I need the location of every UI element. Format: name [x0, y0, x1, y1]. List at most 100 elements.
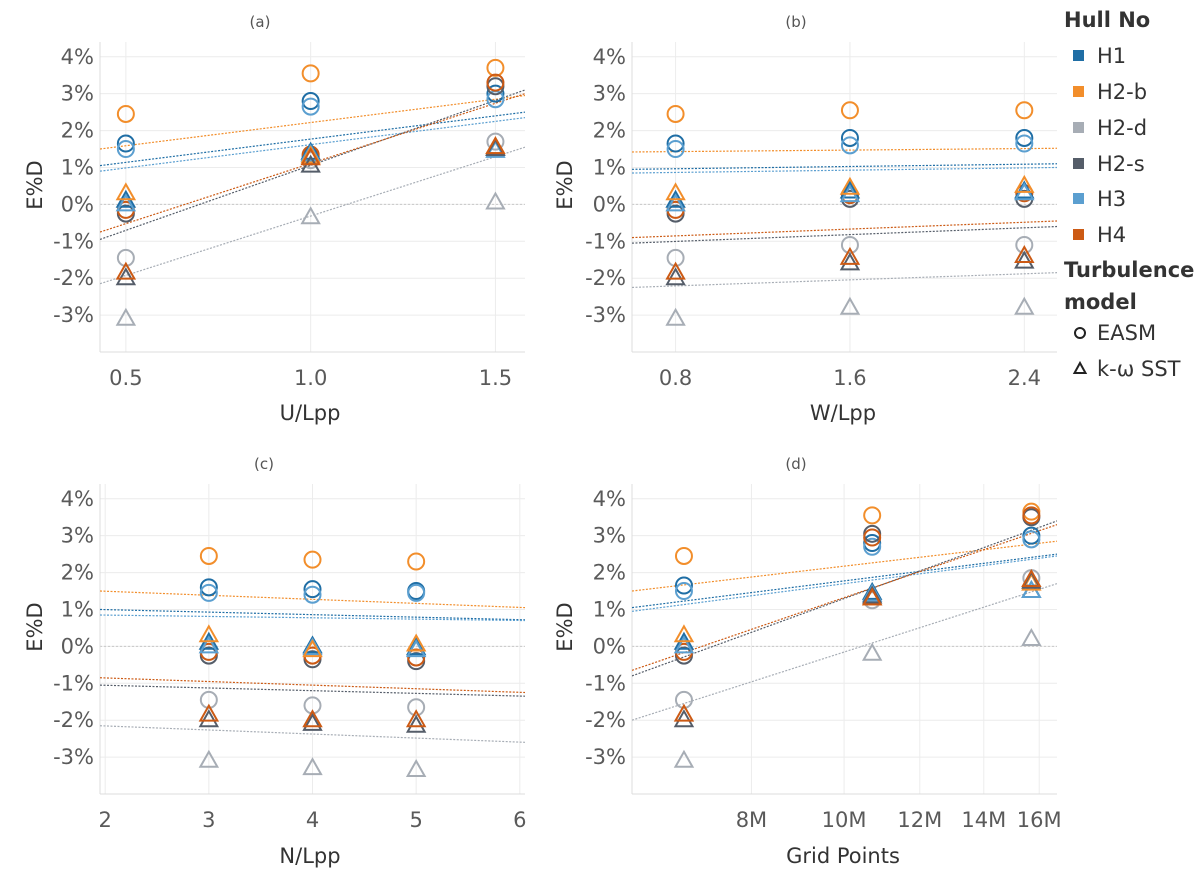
panel-a-trend-line-h3 — [100, 117, 525, 172]
panel-c-y-tick-label: -3% — [53, 745, 94, 769]
panel-c-point-h2-b-k-omega-sst — [198, 624, 220, 643]
panel-b-point-h2-d-k-omega-sst — [1014, 296, 1035, 315]
panel-b-point-h2-b-k-omega-sst — [839, 176, 861, 195]
panel-a-x-tick-label: 1.5 — [479, 366, 512, 390]
panel-d-point-h4-easm — [863, 528, 882, 547]
legend: Hull No H1 H2-b H2-d H2-s H3 H4 Turbulen… — [1064, 8, 1194, 381]
panel-d-point-h4-k-omega-sst — [1021, 568, 1042, 587]
legend-hull-title: Hull No — [1064, 8, 1150, 32]
panel-a-x-tick-label: 0.5 — [109, 366, 142, 390]
panel-c-point-h3-k-omega-sst — [198, 635, 220, 654]
panel-b-y-tick-label: -3% — [585, 303, 626, 327]
panel-a-trend-line-h4 — [100, 93, 525, 233]
panel-b-trend-lines — [632, 147, 1057, 289]
panel-a-trend-line-h2-d — [100, 146, 525, 285]
panel-d-point-h2-b-easm — [674, 546, 693, 565]
panel-a-point-h2-d-k-omega-sst — [115, 307, 137, 326]
panel-a-point-h4-k-omega-sst — [300, 147, 321, 166]
panel-a-point-h2-d-easm — [116, 248, 135, 267]
panel-c-point-h2-d-k-omega-sst — [302, 757, 323, 776]
legend-triangle-marker-icon — [1072, 360, 1088, 374]
panel-a-y-tick-label: -2% — [53, 266, 94, 290]
panel-b-x-axis-label: W/Lpp — [810, 401, 876, 425]
panel-d-trend-line-h3 — [632, 555, 1057, 612]
panel-d-y-axis-label: E%D — [553, 602, 577, 651]
panel-a-point-h1-easm — [301, 92, 320, 111]
panel-d: (d) -3% -2% -1% 0% 1% 2% 3% 4% 8M 10M 12M 14M 16M Gr… — [553, 455, 1062, 868]
panel-b-y-tick-label: -1% — [585, 229, 626, 253]
panel-b-point-h3-easm — [1015, 134, 1034, 153]
panel-c-trend-line-h2-b — [100, 590, 525, 609]
panel-a-y-tick-label: -1% — [53, 229, 94, 253]
panel-b-point-h2-b-easm — [666, 104, 685, 123]
legend-label-k-omega-sst: k-ω SST — [1097, 357, 1181, 381]
panel-b-y-tick-label: 4% — [593, 45, 626, 69]
panel-a-x-tick-label: 1.0 — [294, 366, 327, 390]
panel-a-point-h3-k-omega-sst — [115, 193, 137, 212]
panel-b-point-h2-b-easm — [1015, 101, 1034, 120]
panel-a-plot: -3% -2% -1% 0% 1% 2% 3% 4% 0.5 1.0 1.5 — [53, 42, 525, 390]
panel-c-y-tick-label: 0% — [61, 634, 94, 658]
legend-swatch-h2-b — [1073, 86, 1084, 97]
panel-c-point-h2-b-easm — [199, 546, 218, 565]
panel-b-point-h4-k-omega-sst — [839, 246, 861, 265]
panel-c-point-h3-easm — [407, 583, 426, 602]
panel-d-plot: -3% -2% -1% 0% 1% 2% 3% 4% 8M 10M 12M 14M 16M — [585, 484, 1062, 832]
panel-d-point-h4-k-omega-sst — [861, 587, 883, 606]
panel-c-point-h2-b-k-omega-sst — [405, 633, 427, 652]
panel-b-title: (b) — [785, 13, 806, 31]
panel-a-title: (a) — [250, 13, 271, 31]
panel-b-point-h4-k-omega-sst — [1014, 245, 1035, 264]
panel-a-y-tick-label: 4% — [61, 45, 94, 69]
panel-d-point-h2-b-easm — [863, 506, 882, 525]
legend-label-easm: EASM — [1097, 321, 1156, 345]
panel-b-point-h2-d-k-omega-sst — [839, 296, 861, 315]
panel-b-y-tick-label: 3% — [593, 82, 626, 106]
panel-c-point-h2-s-k-omega-sst — [405, 714, 427, 733]
panel-d-point-h1-easm — [674, 576, 693, 595]
legend-label-h3: H3 — [1097, 187, 1126, 211]
panel-c-point-h4-k-omega-sst — [198, 703, 220, 722]
panel-c-point-h3-easm — [199, 583, 218, 602]
panel-b-point-h2-b-k-omega-sst — [665, 182, 686, 201]
panel-c-title: (c) — [254, 455, 274, 473]
panel-b-y-tick-label: 2% — [593, 119, 626, 143]
panel-c-point-h4-easm — [407, 648, 426, 667]
panel-c-x-axis-label: N/Lpp — [279, 844, 340, 868]
panel-a-point-h2-b-easm — [116, 104, 135, 123]
panel-a-point-h1-easm — [486, 84, 505, 103]
legend-label-h2-b: H2-b — [1097, 80, 1147, 104]
panel-b-point-h3-k-omega-sst — [665, 193, 686, 212]
legend-swatch-h1 — [1073, 50, 1084, 61]
panel-a-point-h2-b-easm — [486, 58, 505, 77]
panel-a-point-h2-b-easm — [301, 64, 320, 83]
panel-d-trend-line-h2-b — [632, 540, 1057, 592]
legend-circle-marker-icon — [1074, 327, 1086, 339]
panel-b-point-h1-easm — [1015, 128, 1034, 147]
panel-b-point-h1-k-omega-sst — [839, 180, 861, 199]
panel-a-point-h1-easm — [116, 134, 135, 153]
panel-d-x-tick-label: 12M — [897, 808, 942, 832]
panel-c-y-tick-label: -2% — [53, 708, 94, 732]
panel-a-point-h3-easm — [301, 97, 320, 116]
panel-d-x-axis-label: Grid Points — [786, 844, 900, 868]
panel-c-y-tick-label: 1% — [61, 597, 94, 621]
panel-d-point-h2-d-k-omega-sst — [861, 642, 883, 661]
panel-c-point-h2-d-k-omega-sst — [405, 758, 427, 778]
panel-d-trend-line-h2-d — [632, 583, 1057, 721]
legend-swatch-h2-d — [1073, 122, 1084, 133]
panel-b-trend-line-h4 — [632, 220, 1057, 239]
panel-d-title: (d) — [785, 455, 806, 473]
panel-a-point-h2-d-easm — [486, 132, 505, 151]
panel-a-point-h4-easm — [486, 73, 505, 92]
panel-c-trend-line-h3 — [100, 614, 525, 622]
panel-a-point-h2-s-k-omega-sst — [115, 267, 137, 286]
panel-d-point-h3-easm — [1022, 530, 1041, 549]
panel-a-x-axis-label: U/Lpp — [280, 401, 341, 425]
panel-b-trend-line-h3 — [632, 166, 1057, 174]
panel-c-x-tick-label: 2 — [98, 808, 111, 832]
panel-c-y-tick-label: 4% — [61, 487, 94, 511]
panel-d-trend-line-h2-s — [632, 520, 1057, 677]
panel-a-point-h4-k-omega-sst — [485, 136, 506, 155]
panel-d-y-tick-label: 2% — [593, 561, 626, 585]
